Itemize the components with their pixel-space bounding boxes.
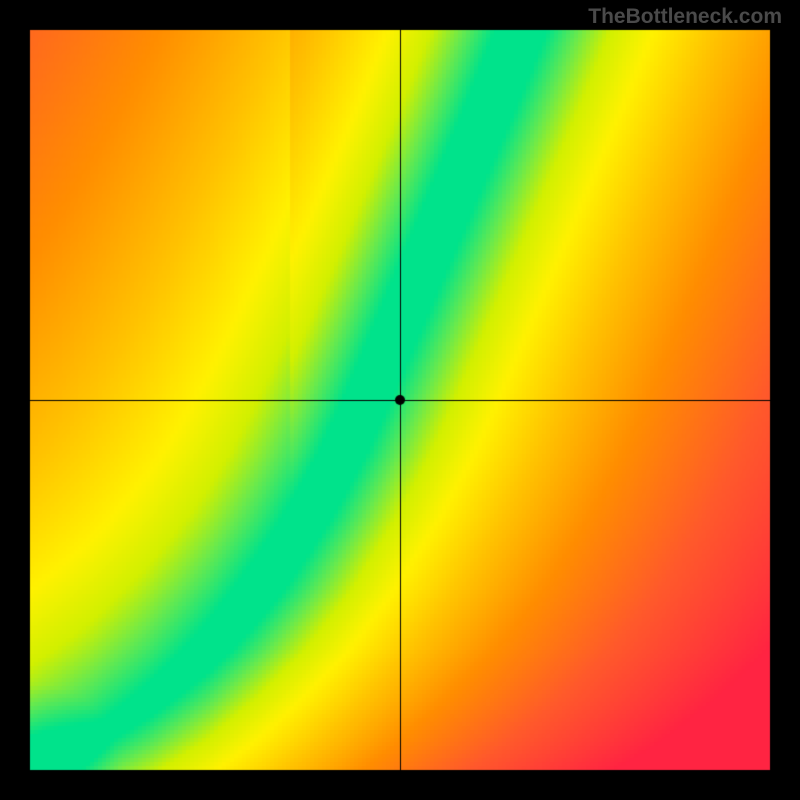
chart-container: TheBottleneck.com (0, 0, 800, 800)
heatmap-canvas (0, 0, 800, 800)
watermark-text: TheBottleneck.com (588, 5, 782, 29)
